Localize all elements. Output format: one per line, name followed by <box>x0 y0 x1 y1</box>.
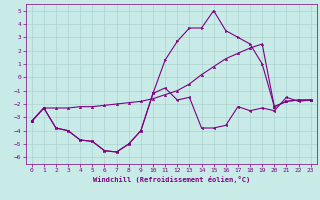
X-axis label: Windchill (Refroidissement éolien,°C): Windchill (Refroidissement éolien,°C) <box>92 176 250 183</box>
